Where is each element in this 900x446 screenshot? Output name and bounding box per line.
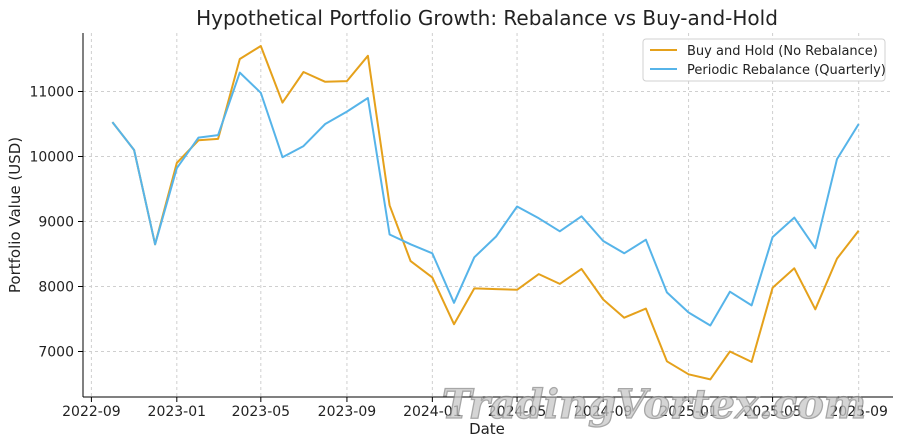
x-tick-label: 2024-09 <box>574 404 633 420</box>
x-tick-label: 2025-05 <box>743 404 802 420</box>
legend-label: Buy and Hold (No Rebalance) <box>687 44 878 59</box>
y-axis-label: Portfolio Value (USD) <box>6 137 24 293</box>
series-layer <box>111 45 860 381</box>
x-tick-label: 2022-09 <box>62 404 121 420</box>
y-tick-label: 8000 <box>38 280 74 296</box>
legend-box <box>642 38 886 82</box>
x-tick-label: 2025-01 <box>659 404 718 420</box>
x-tick-label: 2024-01 <box>403 404 462 420</box>
series-line-rebalance <box>111 71 860 327</box>
x-tick-label: 2023-01 <box>148 404 207 420</box>
watermark: TradingVortex.com <box>442 381 866 428</box>
y-tick-label: 7000 <box>38 345 74 361</box>
chart-title: Hypothetical Portfolio Growth: Rebalance… <box>196 6 778 30</box>
x-tick-label: 2023-09 <box>318 404 377 420</box>
y-tick-label: 10000 <box>29 150 74 166</box>
x-tick-label: 2023-05 <box>232 404 291 420</box>
x-axis-label: Date <box>469 420 505 438</box>
grid <box>83 33 893 397</box>
y-tick-label: 9000 <box>38 215 74 231</box>
legend: Buy and Hold (No Rebalance) Periodic Reba… <box>642 38 886 82</box>
series-line-buy-and-hold <box>111 45 860 381</box>
axes: 2022-09 2023-01 2023-05 2023-09 2024-01 2024-… <box>29 33 893 420</box>
x-tick-label: 2025-09 <box>829 404 888 420</box>
legend-label: Periodic Rebalance (Quarterly) <box>687 63 886 78</box>
y-tick-label: 11000 <box>29 85 74 101</box>
x-tick-label: 2024-05 <box>488 404 547 420</box>
